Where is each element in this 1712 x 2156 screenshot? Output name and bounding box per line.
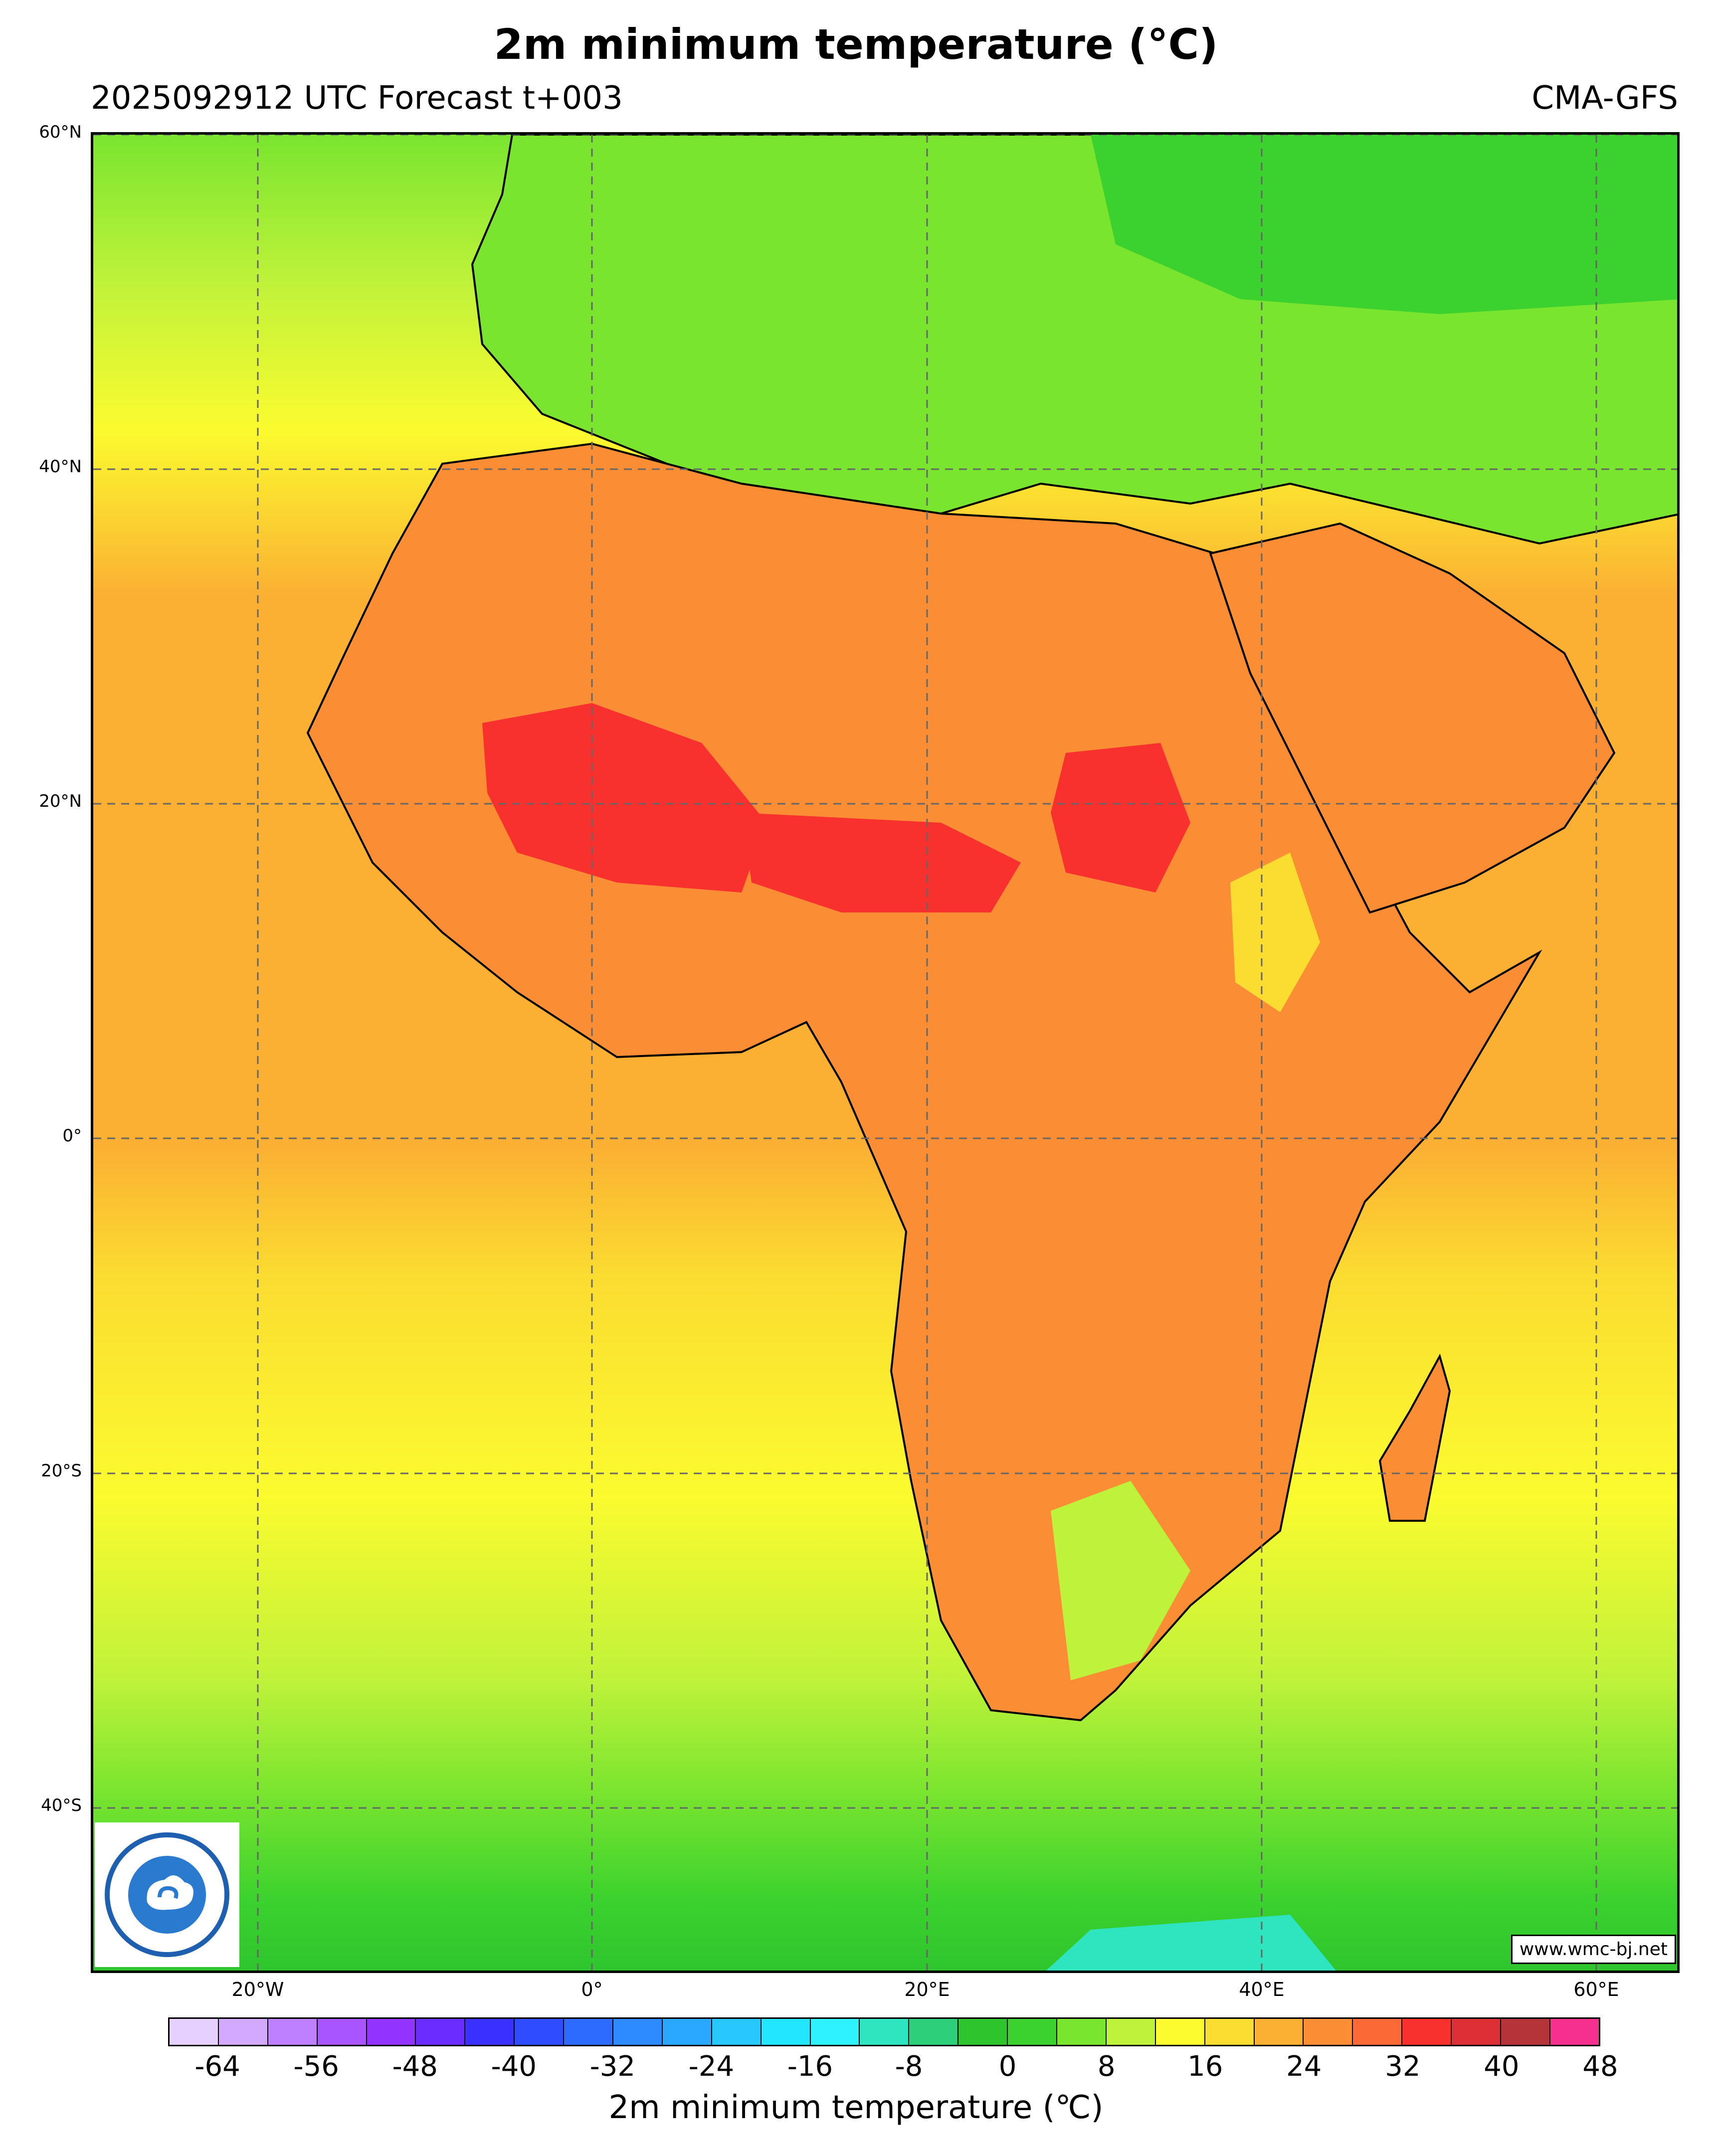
lon-label: 20°W (231, 1978, 284, 2000)
colorbar-tick-label: -56 (293, 2050, 339, 2083)
colorbar-swatch (860, 2019, 910, 2045)
colorbar-swatch (1106, 2019, 1156, 2045)
lat-label: 60°N (39, 122, 82, 142)
colorbar-swatch (465, 2019, 515, 2045)
colorbar-tick-label: 24 (1286, 2050, 1322, 2083)
colorbar-swatch (1008, 2019, 1058, 2045)
colorbar-tick-label: -40 (491, 2050, 537, 2083)
lon-label: 40°E (1239, 1978, 1285, 2000)
colorbar-swatch (761, 2019, 811, 2045)
hot-core-niger-chad (742, 813, 1021, 912)
lat-label: 20°S (41, 1461, 82, 1481)
southern-ocean-cold (1046, 1915, 1336, 1971)
cma-logo (95, 1822, 239, 1967)
colorbar-swatch (317, 2019, 367, 2045)
lon-label: 60°E (1573, 1978, 1619, 2000)
cma-logo-emblem-icon (105, 1832, 229, 1957)
ethiopia-highlands (1230, 853, 1320, 1012)
colorbar-tick-label: 48 (1582, 2050, 1618, 2083)
forecast-run-info: 2025092912 UTC Forecast t+003 (91, 80, 623, 117)
lat-label: 40°S (41, 1796, 82, 1815)
colorbar-swatch (515, 2019, 565, 2045)
colorbar-swatch (1452, 2019, 1502, 2045)
colorbar-swatch (218, 2019, 268, 2045)
arabia-land (1209, 522, 1616, 914)
hot-core-sudan (1051, 743, 1190, 893)
chart-title: 2m minimum temperature (°C) (494, 20, 1218, 69)
colorbar-tick-label: 16 (1187, 2050, 1223, 2083)
colorbar-swatch (268, 2019, 318, 2045)
south-africa-cool (1051, 1481, 1190, 1680)
map-panel[interactable] (91, 132, 1680, 1973)
colorbar (168, 2017, 1600, 2046)
colorbar-tick-label: 32 (1385, 2050, 1421, 2083)
colorbar-swatch (1304, 2019, 1353, 2045)
colorbar-swatch (909, 2019, 959, 2045)
colorbar-tick-label: -64 (194, 2050, 240, 2083)
colorbar-swatch (1550, 2019, 1599, 2045)
madagascar-land (1378, 1353, 1451, 1522)
hot-core-west-sahara (482, 703, 766, 893)
colorbar-tick-label: -32 (589, 2050, 636, 2083)
colorbar-swatch (1205, 2019, 1255, 2045)
website-credit[interactable]: www.wmc-bj.net (1511, 1935, 1676, 1964)
colorbar-swatch (170, 2019, 219, 2045)
colorbar-swatch (1501, 2019, 1550, 2045)
colorbar-swatch (367, 2019, 416, 2045)
colorbar-swatch (1254, 2019, 1304, 2045)
colorbar-swatch (958, 2019, 1008, 2045)
lat-label: 20°N (39, 791, 82, 811)
colorbar-label: 2m minimum temperature (℃) (608, 2089, 1104, 2126)
colorbar-swatch (1402, 2019, 1452, 2045)
colorbar-tick-label: 40 (1484, 2050, 1520, 2083)
colorbar-swatch (613, 2019, 663, 2045)
lat-label: 0° (62, 1126, 82, 1146)
temperature-map (93, 135, 1677, 1971)
colorbar-swatch (810, 2019, 860, 2045)
colorbar-swatch (712, 2019, 761, 2045)
colorbar-swatch (564, 2019, 614, 2045)
colorbar-tick-label: -48 (392, 2050, 438, 2083)
colorbar-tick-label: -16 (787, 2050, 833, 2083)
colorbar-tick-label: 8 (1097, 2050, 1116, 2083)
lon-label: 0° (581, 1978, 603, 2000)
colorbar-tick-label: -8 (895, 2050, 923, 2083)
north-europe-cold (1091, 135, 1677, 314)
colorbar-swatch (416, 2019, 466, 2045)
lon-label: 20°E (904, 1978, 950, 2000)
colorbar-swatch (1155, 2019, 1205, 2045)
colorbar-swatch (662, 2019, 712, 2045)
colorbar-swatch (1057, 2019, 1107, 2045)
lat-label: 40°N (39, 457, 82, 477)
colorbar-tick-label: 0 (998, 2050, 1017, 2083)
colorbar-tick-label: -24 (688, 2050, 735, 2083)
colorbar-swatch (1353, 2019, 1403, 2045)
model-name: CMA-GFS (1531, 80, 1678, 117)
